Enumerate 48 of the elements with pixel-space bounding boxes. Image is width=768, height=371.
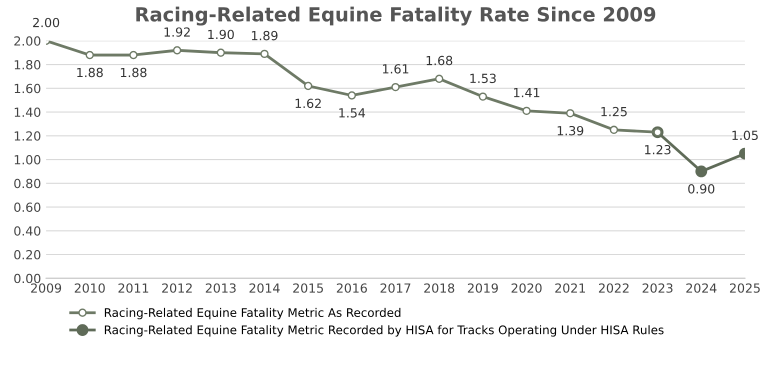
data-label: 1.41: [514, 88, 540, 98]
x-tick-label: 2016: [336, 283, 367, 293]
y-tick-label: 1.80: [14, 60, 40, 70]
x-tick-label: 2023: [642, 283, 673, 293]
x-tick-label: 2022: [598, 283, 629, 293]
data-label: 1.68: [426, 56, 452, 66]
data-label: 1.88: [120, 68, 146, 78]
data-label: 0.90: [688, 184, 714, 194]
data-label: 1.39: [558, 126, 584, 136]
legend-label: Racing-Related Equine Fatality Metric As Recorded: [104, 308, 400, 320]
y-tick-label: 1.60: [14, 84, 40, 94]
data-label: 1.62: [296, 98, 321, 108]
y-tick-label: 1.00: [14, 155, 40, 164]
legend-label: Racing-Related Equine Fatality Metric Recorded by HISA for Tracks Operating Under HISA Rules: [104, 325, 664, 337]
x-tick-label: 2019: [468, 283, 498, 293]
data-label: 1.05: [732, 130, 758, 140]
x-tick-label: 2025: [730, 283, 760, 293]
data-label: 1.25: [601, 106, 627, 116]
y-tick-label: 2.00: [14, 36, 40, 46]
data-label: 1.23: [645, 144, 671, 154]
x-tick-label: 2020: [512, 283, 542, 293]
y-tick-label: 0.60: [14, 202, 40, 212]
x-tick-label: 2011: [118, 283, 148, 293]
chart-title: Racing-Related Equine Fatality Rate Since 2009: [136, 6, 656, 26]
x-tick-label: 2012: [162, 283, 192, 293]
x-tick-label: 2017: [380, 283, 410, 293]
y-tick-label: 0.80: [14, 178, 40, 188]
x-tick-label: 2018: [424, 283, 454, 293]
data-label: 1.88: [77, 68, 103, 78]
data-label: 1.61: [382, 64, 408, 74]
data-label: 1.92: [164, 27, 190, 37]
data-label: 1.53: [470, 74, 496, 84]
y-tick-label: 0.20: [14, 250, 40, 260]
data-label: 2.00: [33, 18, 60, 28]
data-label: 1.90: [208, 30, 234, 40]
x-tick-label: 2009: [31, 283, 62, 293]
y-tick-label: 0.00: [14, 274, 40, 284]
y-tick-label: 0.40: [14, 226, 40, 236]
x-tick-label: 2021: [555, 283, 585, 293]
y-tick-label: 1.40: [14, 108, 40, 117]
x-tick-label: 2024: [686, 283, 716, 293]
x-tick-label: 2010: [74, 283, 105, 293]
x-tick-label: 2015: [293, 283, 323, 293]
data-label: 1.54: [339, 108, 366, 118]
x-tick-label: 2014: [249, 283, 280, 293]
data-label: 1.89: [252, 30, 278, 40]
x-tick-label: 2013: [206, 283, 236, 293]
y-tick-label: 1.20: [14, 131, 40, 141]
